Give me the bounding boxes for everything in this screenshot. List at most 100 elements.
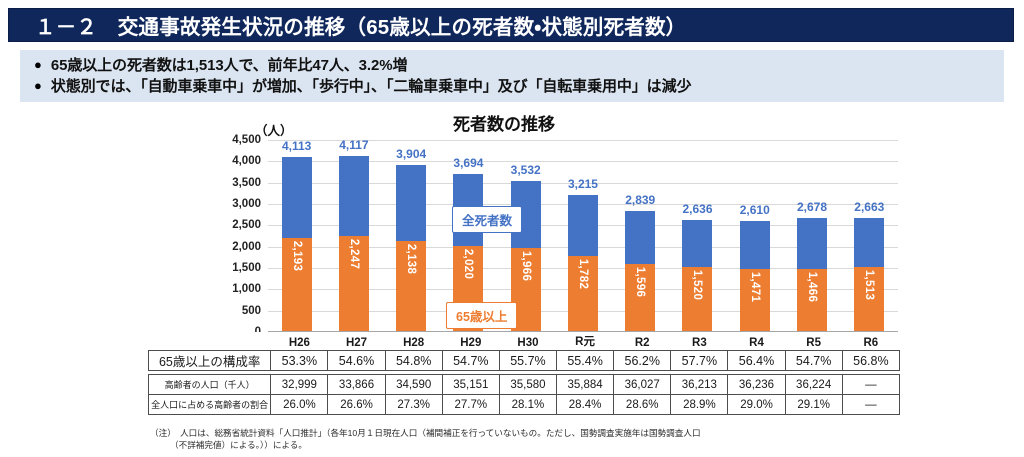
table-row: 全人口に占める高齢者の割合 26.0% 26.6% 27.3% 27.7% 28.1% 28…: [147, 394, 901, 415]
table-cell: 56.4%: [727, 350, 786, 371]
bar-group: 2,193 4,113: [268, 139, 325, 332]
gridline: [268, 161, 898, 163]
table-column-header: R5: [785, 332, 843, 351]
bar-value-total: 3,532: [510, 163, 541, 178]
table-cell: 35,884: [556, 374, 615, 395]
legend-total-deaths: 全死者数: [452, 206, 523, 233]
summary-bullet-1-text: 65歳以上の死者数は1,513人で、前年比47人、3.2%増: [50, 57, 408, 74]
table-column-header: H30: [499, 332, 557, 351]
table-row-header: 65歳以上の構成率: [147, 350, 272, 371]
bar-group: 1,471 2,610: [726, 140, 783, 332]
table-column-header: R元: [556, 332, 614, 351]
stacked-bar: 1,513: [854, 218, 885, 332]
chart-plot-area: 4,500 4,000 3,500 3,000 2,500 2,000 1,500 1,000…: [232, 134, 898, 338]
table-row: 高齢者の人口（千人） 32,999 33,866 34,590 35,151 35,580…: [147, 374, 901, 395]
stacked-bar: 2,193: [281, 156, 312, 332]
page-title: １－２ 交通事故発生状況の推移（65歳以上の死者数・状態別死者数）: [35, 16, 687, 39]
bar-segment-elderly-deaths: 2,193: [281, 238, 312, 332]
table-column-header: H28: [385, 332, 443, 351]
table-cell: 28.4%: [556, 394, 615, 415]
table-column-header: R2: [613, 332, 671, 351]
bar-value-elderly: 1,513: [863, 270, 876, 301]
table-cell: 35,580: [498, 374, 558, 395]
bar-segment-total-deaths: [739, 220, 770, 270]
bullet-dot-icon: ●: [34, 77, 42, 93]
bar-group: 1,782 3,215: [554, 140, 611, 332]
bar-value-elderly: 1,596: [634, 266, 647, 298]
bar-value-elderly: 1,782: [576, 258, 589, 290]
bar-segment-elderly-deaths: 1,466: [797, 269, 828, 332]
bar-group: 1,513 2,663: [841, 140, 898, 332]
bar-value-total: 2,610: [739, 202, 770, 217]
page-header-banner: １－２ 交通事故発生状況の推移（65歳以上の死者数・状態別死者数）: [8, 8, 1014, 42]
bar-value-total: 2,678: [797, 199, 828, 214]
table-column-header: H27: [327, 332, 386, 351]
table-cell: 36,027: [613, 374, 672, 395]
bar-segment-elderly-deaths: 2,247: [338, 236, 369, 332]
bar-value-total: 3,904: [396, 147, 427, 162]
bar-segment-elderly-deaths: 1,471: [739, 269, 770, 332]
footnote-line-2: （不詳補完値）による。））による。: [170, 440, 307, 451]
stacked-bar: 2,138: [396, 165, 427, 332]
stacked-bar: 1,466: [797, 217, 828, 332]
legend-elderly-deaths: 65歳以上: [446, 302, 518, 329]
bar-segment-total-deaths: [396, 165, 427, 241]
table-cell: 54.6%: [327, 350, 386, 371]
summary-bullet-2: ● 状態別では、「自動車乗車中」が増加、「歩行中」、「二輪車乗車中」及び「自転車…: [34, 77, 1004, 97]
footnote-line-1: （注） 人口は、総務省統計資料「人口推計」（各年10月１日現在人口（補間補正を行…: [150, 428, 701, 438]
table-corner-cell: [148, 332, 271, 351]
bar-value-elderly: 2,193: [290, 241, 303, 272]
y-axis-tick-label: 3,000: [232, 198, 261, 210]
y-axis-tick-label: 500: [241, 304, 261, 317]
bar-segment-elderly-deaths: 1,596: [625, 263, 656, 332]
y-axis-tick-label: 4,000: [232, 155, 261, 168]
bar-value-total: 3,215: [567, 176, 598, 191]
bar-value-total: 2,663: [854, 200, 885, 215]
table-cell: 36,213: [670, 374, 729, 395]
bar-group: 2,247 4,117: [325, 138, 382, 332]
bar-value-elderly: 2,247: [347, 239, 360, 270]
table-cell: 54.7%: [441, 350, 500, 371]
table-cell: 27.3%: [384, 394, 443, 415]
bar-value-total: 3,694: [453, 156, 484, 171]
gridline: [268, 140, 898, 141]
bar-segment-total-deaths: [281, 156, 312, 239]
table-cell: 27.7%: [441, 394, 500, 415]
chart-title: 死者数の推移: [453, 115, 555, 134]
table-cell: 29.1%: [784, 394, 843, 415]
bar-value-total: 4,117: [339, 138, 369, 153]
bar-segment-elderly-deaths: 1,782: [567, 255, 598, 332]
table-cell: 33,866: [327, 374, 386, 395]
table-cell: —: [841, 394, 901, 415]
table-column-header: H29: [442, 332, 500, 351]
chart-x-axis-line: [268, 331, 898, 332]
statistics-table-wrap: H26 H27 H28 H29 H30 R元 R2 R3 R4 R5 R6 65歳以上の構成率 53.3…: [147, 332, 901, 415]
stacked-bar: 2,247: [338, 156, 369, 332]
summary-bullet-2-text: 状態別では、「自動車乗車中」が増加、「歩行中」、「二輪車乗車中」及び「自転車乗用…: [50, 77, 692, 95]
y-axis-tick-label: 3,500: [232, 176, 261, 189]
bar-value-elderly: 1,520: [691, 270, 704, 301]
table-column-header: R3: [670, 332, 728, 351]
gridline: [268, 182, 898, 184]
stacked-bar: 1,471: [739, 220, 770, 332]
bullet-dot-icon: ●: [34, 57, 42, 72]
table-row-spacer: [148, 370, 900, 375]
bar-segment-total-deaths: [567, 194, 598, 256]
bar-value-elderly: 2,020: [462, 248, 475, 279]
summary-bullet-1: ● 65歳以上の死者数は1,513人で、前年比47人、3.2%増: [34, 56, 1004, 76]
table-row-header: 高齢者の人口（千人）: [147, 374, 272, 395]
bar-value-total: 2,839: [625, 192, 656, 207]
chart-unit-label: （人）: [255, 124, 293, 138]
bar-value-total: 2,636: [682, 201, 713, 216]
table-cell: 26.0%: [270, 394, 329, 415]
table-cell: 57.7%: [670, 350, 729, 371]
chart-bars: 2,193 4,113 2,247 4,117 2,138 3,904 2,020 3,694…: [268, 138, 898, 332]
bar-value-elderly: 2,138: [405, 243, 418, 274]
stacked-bar: 1,520: [682, 219, 713, 332]
table-row-spacer-cell: [148, 370, 900, 375]
table-cell: 55.7%: [498, 350, 558, 371]
y-axis-tick-label: 2,000: [232, 240, 261, 253]
table-row: 65歳以上の構成率 53.3% 54.6% 54.8% 54.7% 55.7% 55.4% 5…: [147, 350, 901, 371]
table-column-header-row: H26 H27 H28 H29 H30 R元 R2 R3 R4 R5 R6: [148, 332, 900, 351]
bar-segment-total-deaths: [338, 156, 369, 237]
